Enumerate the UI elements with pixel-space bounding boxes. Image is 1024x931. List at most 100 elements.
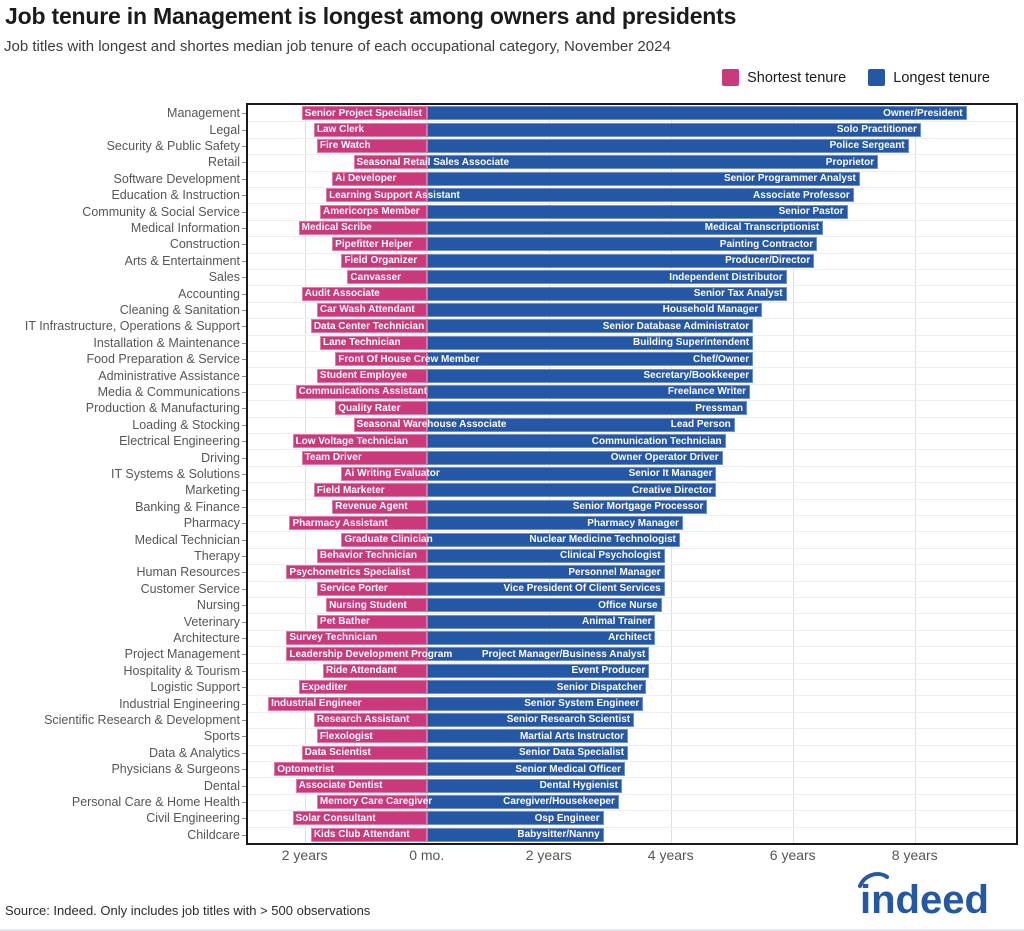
shortest-tenure-bar bbox=[341, 467, 427, 481]
gridline-horizontal bbox=[248, 236, 1016, 238]
gridline-horizontal bbox=[248, 679, 1016, 680]
shortest-tenure-bar bbox=[310, 319, 427, 334]
category-label: Sports bbox=[203, 729, 240, 744]
y-tick bbox=[242, 736, 247, 738]
y-tick bbox=[242, 720, 247, 721]
shortest-tenure-bar bbox=[301, 745, 427, 760]
shortest-tenure-bar bbox=[332, 499, 427, 514]
shortest-tenure-bar bbox=[295, 778, 427, 793]
x-tick-label: 4 years bbox=[647, 847, 694, 863]
y-tick bbox=[242, 802, 247, 803]
shortest-tenure-label: Senior Project Specialist bbox=[304, 107, 422, 119]
longest-tenure-label: Vice President Of Client Services bbox=[503, 583, 661, 595]
longest-tenure-bar bbox=[426, 188, 854, 203]
category-label: Education & Instruction bbox=[111, 188, 240, 203]
shortest-tenure-bar bbox=[292, 811, 427, 826]
gridline-horizontal bbox=[248, 629, 1016, 631]
shortest-tenure-bar bbox=[316, 795, 427, 809]
longest-tenure-bar bbox=[426, 139, 909, 153]
shortest-tenure-bar bbox=[319, 335, 427, 350]
gridline-horizontal bbox=[248, 367, 1016, 369]
shortest-tenure-label: Front Of House Crew Member bbox=[338, 353, 480, 365]
y-tick bbox=[242, 293, 247, 295]
longest-tenure-bar bbox=[426, 778, 622, 793]
longest-tenure-label: Senior Programmer Analyst bbox=[723, 173, 856, 185]
gridline-horizontal bbox=[248, 301, 1016, 303]
y-tick bbox=[242, 752, 247, 754]
longest-tenure-label: Owner Operator Driver bbox=[610, 452, 719, 464]
category-label: IT Systems & Solutions bbox=[111, 466, 240, 481]
legend-item-longest: Longest tenure bbox=[868, 69, 990, 86]
y-tick bbox=[242, 424, 247, 426]
longest-tenure-bar bbox=[426, 237, 818, 252]
category-label: Medical Information bbox=[130, 220, 240, 235]
shortest-tenure-bar bbox=[310, 827, 427, 842]
gridline-horizontal bbox=[248, 695, 1016, 697]
shortest-tenure-label: Survey Technician bbox=[289, 632, 378, 644]
shortest-tenure-bar bbox=[313, 122, 427, 137]
shortest-tenure-label: Revenue Agent bbox=[335, 501, 408, 513]
longest-tenure-bar bbox=[426, 401, 747, 416]
shortest-tenure-label: Behavior Technician bbox=[319, 550, 417, 562]
longest-tenure-label: Secretary/Bookkeeper bbox=[643, 370, 750, 382]
category-label: Veterinary bbox=[183, 614, 240, 629]
longest-tenure-bar bbox=[426, 417, 735, 432]
category-label: Installation & Maintenance bbox=[93, 335, 240, 350]
y-tick bbox=[242, 490, 247, 492]
gridline-horizontal bbox=[248, 646, 1016, 648]
indeed-logo: indeed bbox=[852, 869, 992, 924]
gridline-horizontal bbox=[248, 203, 1016, 205]
y-tick bbox=[242, 211, 247, 213]
longest-tenure-label: Independent Distributor bbox=[669, 271, 783, 283]
longest-tenure-bar bbox=[426, 286, 787, 301]
longest-tenure-label: Painting Contractor bbox=[719, 238, 814, 250]
gridline-horizontal bbox=[248, 547, 1016, 549]
longest-tenure-label: Senior Pastor bbox=[778, 206, 844, 218]
shortest-tenure-label: Law Clerk bbox=[316, 124, 365, 136]
y-tick bbox=[242, 113, 247, 115]
shortest-tenure-label: Service Porter bbox=[319, 583, 388, 595]
longest-tenure-bar bbox=[426, 516, 683, 531]
category-label: Human Resources bbox=[136, 565, 240, 580]
longest-tenure-swatch bbox=[868, 69, 886, 86]
y-tick bbox=[242, 392, 247, 393]
shortest-tenure-label: Nursing Student bbox=[329, 599, 407, 611]
longest-tenure-bar bbox=[426, 204, 848, 219]
y-tick bbox=[242, 244, 247, 246]
gridline-horizontal bbox=[248, 416, 1016, 418]
gridline-horizontal bbox=[248, 187, 1016, 188]
shortest-tenure-bar bbox=[316, 139, 427, 153]
shortest-tenure-bar bbox=[335, 401, 427, 416]
longest-tenure-label: Owner/President bbox=[883, 107, 963, 119]
longest-tenure-label: Babysitter/Nanny bbox=[517, 829, 600, 841]
shortest-tenure-bar bbox=[332, 237, 427, 252]
longest-tenure-label: Solo Practitioner bbox=[836, 124, 917, 136]
longest-tenure-bar bbox=[426, 483, 717, 498]
y-tick bbox=[242, 359, 247, 361]
category-label: Hospitality & Tourism bbox=[123, 663, 240, 678]
shortest-tenure-label: Ai Writing Evaluator bbox=[344, 468, 440, 480]
longest-tenure-bar bbox=[426, 729, 629, 744]
shortest-tenure-bar bbox=[316, 581, 427, 596]
y-tick bbox=[242, 703, 247, 705]
longest-tenure-label: Building Superintendent bbox=[632, 337, 750, 349]
gridline-horizontal bbox=[248, 613, 1016, 615]
y-tick bbox=[242, 572, 247, 574]
gridline-vertical bbox=[792, 105, 794, 843]
shortest-tenure-bar bbox=[268, 696, 427, 711]
longest-tenure-bar bbox=[426, 270, 787, 285]
y-tick bbox=[242, 588, 247, 590]
shortest-tenure-label: Student Employee bbox=[319, 370, 408, 382]
gridline-horizontal bbox=[248, 597, 1016, 598]
shortest-tenure-label: Lane Technician bbox=[322, 337, 401, 349]
shortest-tenure-label: Psychometrics Specialist bbox=[289, 566, 411, 578]
shortest-tenure-label: Americorps Member bbox=[322, 206, 420, 218]
shortest-tenure-label: Pet Bather bbox=[319, 616, 370, 628]
shortest-tenure-bar bbox=[286, 565, 427, 580]
shortest-tenure-label: Field Marketer bbox=[316, 484, 385, 496]
category-label: Management bbox=[167, 106, 240, 121]
y-tick bbox=[242, 129, 247, 131]
longest-tenure-bar bbox=[426, 499, 708, 514]
gridline-horizontal bbox=[248, 744, 1016, 746]
y-tick bbox=[242, 785, 247, 787]
